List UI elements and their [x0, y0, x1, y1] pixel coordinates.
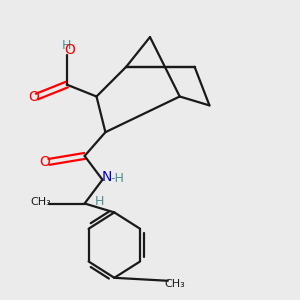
Text: H: H: [95, 195, 104, 208]
Text: -H: -H: [110, 172, 124, 185]
Text: CH₃: CH₃: [164, 279, 185, 289]
Text: CH₃: CH₃: [30, 197, 51, 207]
Text: O: O: [39, 155, 50, 169]
Text: O: O: [64, 43, 75, 57]
Text: O: O: [28, 89, 39, 103]
Text: N: N: [102, 170, 112, 184]
Text: H: H: [62, 39, 71, 52]
